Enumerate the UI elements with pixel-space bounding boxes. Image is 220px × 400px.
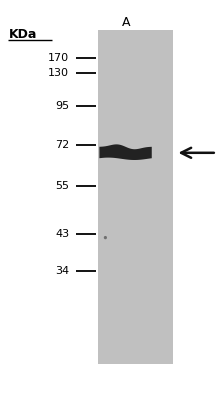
Text: 55: 55 <box>55 181 69 191</box>
Text: 170: 170 <box>48 53 69 63</box>
Text: 34: 34 <box>55 266 69 276</box>
Bar <box>98 30 173 364</box>
Text: KDa: KDa <box>9 28 37 40</box>
Text: A: A <box>122 16 131 28</box>
Text: 72: 72 <box>55 140 69 150</box>
Text: 130: 130 <box>48 68 69 78</box>
Text: 43: 43 <box>55 229 69 239</box>
Text: 95: 95 <box>55 101 69 111</box>
Ellipse shape <box>104 236 107 239</box>
Polygon shape <box>99 144 152 160</box>
